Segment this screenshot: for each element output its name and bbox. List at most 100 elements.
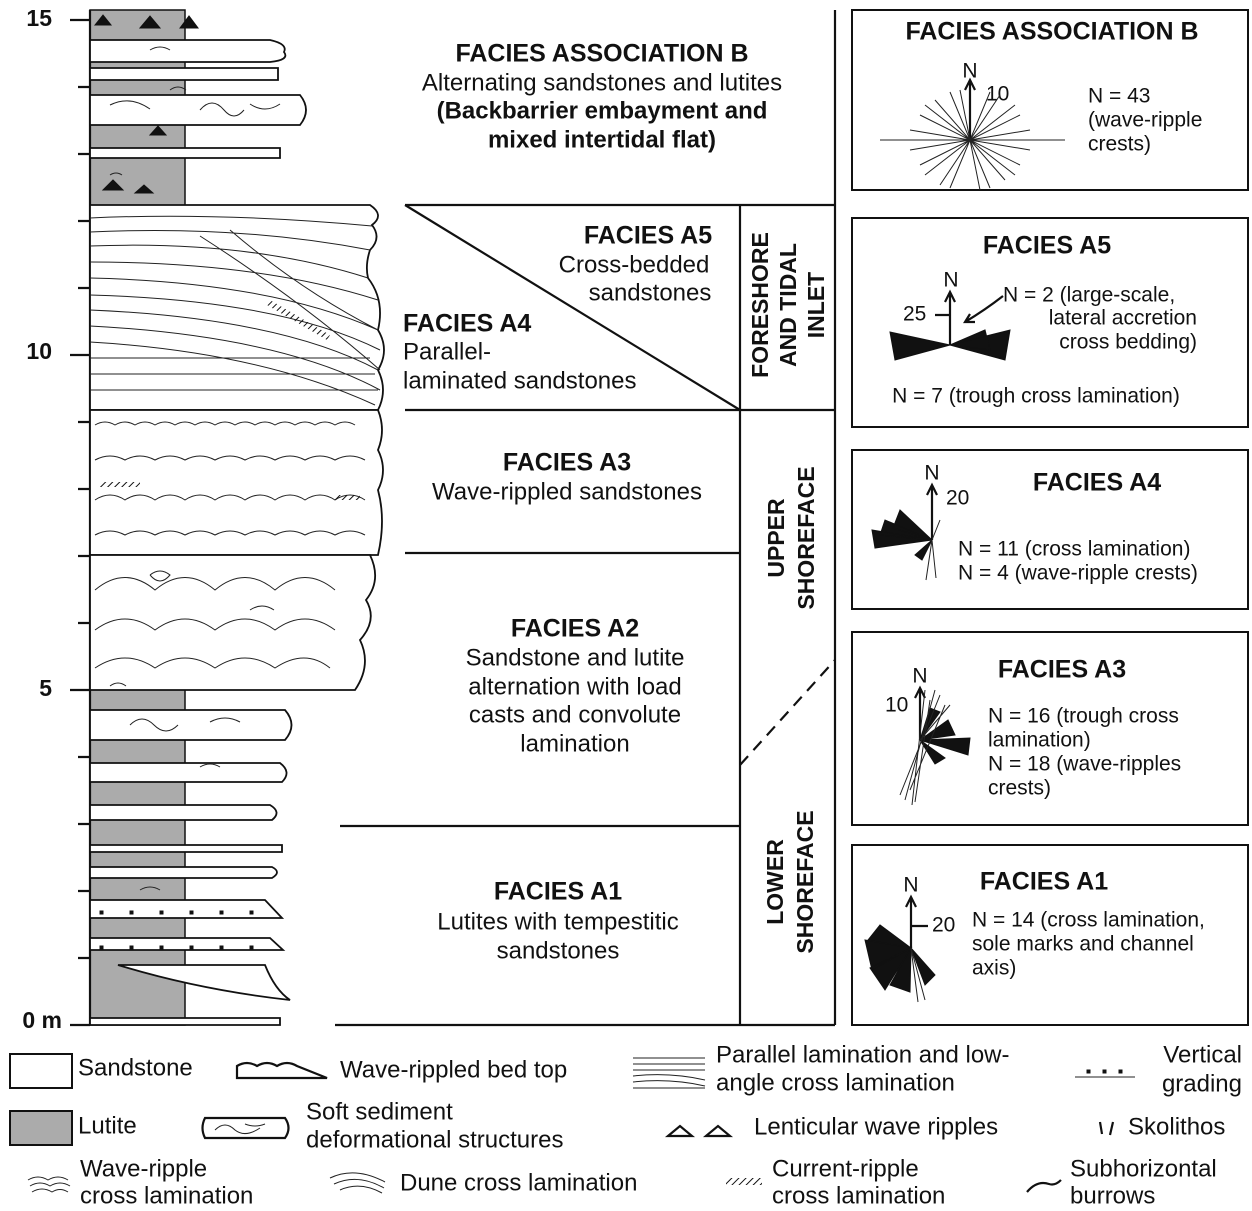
lithologic-column-shape: [90, 710, 292, 740]
scale-label: 15: [26, 5, 52, 31]
scale-label: 10: [885, 694, 908, 717]
panel-title: FACIES A4: [1033, 469, 1161, 497]
facies-text: Lutites with tempestitic: [437, 908, 678, 935]
legend-label: Soft sediment: [306, 1098, 453, 1125]
panel-note: cross bedding): [1059, 331, 1197, 354]
legend: Sandstone Wave-rippled bed top Parallel …: [10, 1041, 1242, 1209]
panel-note: N = 16 (trough cross: [988, 705, 1179, 728]
rose-panel: FACIES A1 N 20 N = 14 (cross lamination,…: [852, 845, 1248, 1025]
legend-shape: [1087, 1070, 1122, 1073]
legend-label: Wave-rippled bed top: [340, 1056, 567, 1083]
panel-note: N = 7 (trough cross lamination): [892, 385, 1180, 408]
panel-note: crests): [1088, 133, 1151, 156]
environment-label: INLET: [803, 272, 829, 338]
panel-note: sole marks and channel: [972, 933, 1194, 956]
legend-shape: [1100, 1122, 1113, 1135]
panel-title: FACIES A1: [980, 868, 1108, 896]
facies-text: Wave-rippled sandstones: [432, 478, 702, 505]
facies-frame-shape: [740, 660, 835, 765]
rose-panel: FACIES A3 N 10 N = 16 (trough cross lami…: [852, 632, 1248, 825]
scale-label: 20: [932, 914, 955, 937]
facies-text: casts and convolute: [469, 701, 681, 728]
north-label: N: [912, 665, 927, 688]
legend-label: Vertical: [1163, 1041, 1242, 1068]
north-label: N: [943, 269, 958, 292]
lithologic-column-shape: [335, 495, 360, 500]
environment-label: FORESHORE: [747, 232, 773, 378]
legend-shape: [28, 1177, 70, 1192]
panel-title: FACIES ASSOCIATION B: [905, 18, 1198, 46]
panel-note: crests): [988, 777, 1051, 800]
facies-title: FACIES ASSOCIATION B: [455, 40, 748, 68]
legend-label: deformational structures: [306, 1126, 563, 1153]
lithologic-column-shape: [90, 763, 287, 782]
facies-text: alternation with load: [468, 673, 681, 700]
rose-panel: FACIES A5 N 25 N = 2 (large-scale, later…: [852, 218, 1248, 427]
scale-label: 20: [946, 487, 969, 510]
legend-label: Sandstone: [78, 1054, 193, 1081]
legend-label: cross lamination: [772, 1182, 945, 1209]
panel-note: lateral accretion: [1049, 307, 1197, 330]
rose-panel: FACIES A4 N 20 N = 11 (cross lamination)…: [852, 450, 1248, 609]
scale-label: 5: [39, 675, 52, 701]
north-label: N: [903, 874, 918, 897]
facies-title: FACIES A5: [584, 222, 712, 250]
environment-labels: FORESHORE AND TIDAL INLET UPPER SHOREFAC…: [747, 232, 829, 953]
lithologic-column-shape: [90, 148, 280, 158]
legend-shape: [203, 1118, 289, 1138]
legend-shape: [237, 1063, 327, 1078]
facies-text: Sandstone and lutite: [466, 644, 685, 671]
legend-label: angle cross lamination: [716, 1069, 955, 1096]
environment-label: SHOREFACE: [793, 466, 819, 609]
legend-label: Current-ripple: [772, 1155, 919, 1182]
facies-text: Parallel-: [403, 338, 491, 365]
lithologic-column-shape: [90, 95, 306, 125]
legend-shape: [215, 1124, 265, 1134]
lithologic-column: 15 10 5 0 m: [22, 5, 384, 1033]
legend-label: Skolithos: [1128, 1113, 1225, 1140]
lithologic-column-shape: [100, 482, 140, 487]
panel-note: N = 4 (wave-ripple crests): [958, 562, 1198, 585]
legend-shape: [1027, 1180, 1061, 1192]
scale-label: 0 m: [22, 1007, 62, 1033]
legend-label: Lutite: [78, 1112, 137, 1139]
legend-shape: [10, 1111, 72, 1145]
legend-shape: [668, 1126, 730, 1136]
legend-label: Dune cross lamination: [400, 1169, 637, 1196]
panel-title: FACIES A3: [998, 656, 1126, 684]
lithologic-column-shape: [90, 40, 285, 62]
lithologic-column-shape: [90, 555, 375, 690]
environment-label: UPPER: [763, 498, 789, 578]
facies-figure: 15 10 5 0 m FACIES ASSOCIATION B Alterna…: [0, 0, 1252, 1211]
environment-label: AND TIDAL: [775, 243, 801, 367]
facies-frame: [335, 10, 835, 1025]
lithologic-column-shape: [90, 845, 282, 852]
panel-note: N = 14 (cross lamination,: [972, 909, 1205, 932]
environment-labels-group: LOWER SHOREFACE: [762, 810, 818, 953]
environment-label: SHOREFACE: [792, 810, 818, 953]
facies-text: mixed intertidal flat): [488, 126, 716, 153]
panel-note: N = 2 (large-scale,: [1003, 284, 1175, 307]
legend-label: cross lamination: [80, 1182, 253, 1209]
facies-text: (Backbarrier embayment and: [437, 97, 768, 124]
legend-label: grading: [1162, 1070, 1242, 1097]
environment-labels-group: FORESHORE AND TIDAL INLET: [747, 232, 829, 378]
scale-label: 10: [26, 338, 52, 364]
facies-text: sandstones: [589, 279, 712, 306]
north-label: N: [924, 462, 939, 485]
facies-text: laminated sandstones: [403, 367, 636, 394]
environment-label: LOWER: [762, 839, 788, 925]
rose-panel: FACIES ASSOCIATION B N 10 N = 43 (wave-r…: [852, 10, 1248, 190]
legend-shape: [10, 1054, 72, 1088]
legend-shape: [633, 1058, 705, 1088]
legend-label: Wave-ripple: [80, 1155, 207, 1182]
panel-note: axis): [972, 957, 1016, 980]
panel-note: N = 11 (cross lamination): [958, 538, 1190, 561]
legend-label: Lenticular wave ripples: [754, 1113, 998, 1140]
legend-shape: [726, 1178, 762, 1185]
panel-note: N = 18 (wave-ripples: [988, 753, 1181, 776]
facies-title: FACIES A4: [403, 310, 531, 338]
lithologic-column-shape: [90, 938, 283, 950]
legend-label: Parallel lamination and low-: [716, 1041, 1009, 1068]
facies-text: Alternating sandstones and lutites: [422, 69, 782, 96]
